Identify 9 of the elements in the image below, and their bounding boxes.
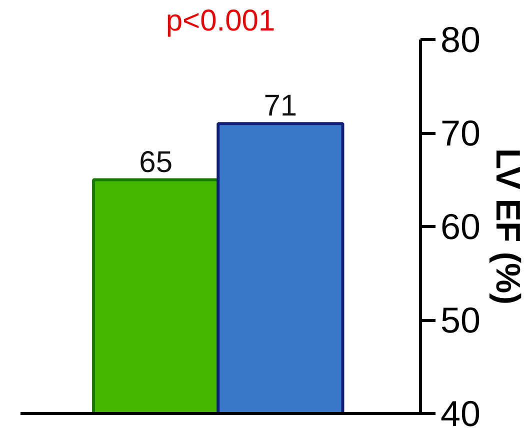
y-tick-label: 60 xyxy=(440,206,481,247)
y-tick-label: 40 xyxy=(440,393,481,431)
data-label: 71 xyxy=(264,90,298,123)
y-tick-label: 80 xyxy=(440,19,481,60)
y-axis-title: LV EF (%) xyxy=(488,148,527,305)
text: p<0.001 xyxy=(166,4,276,38)
y-tick-label: 70 xyxy=(440,112,481,154)
data-label: 65 xyxy=(139,146,173,179)
y-tick-label: 50 xyxy=(440,300,481,340)
